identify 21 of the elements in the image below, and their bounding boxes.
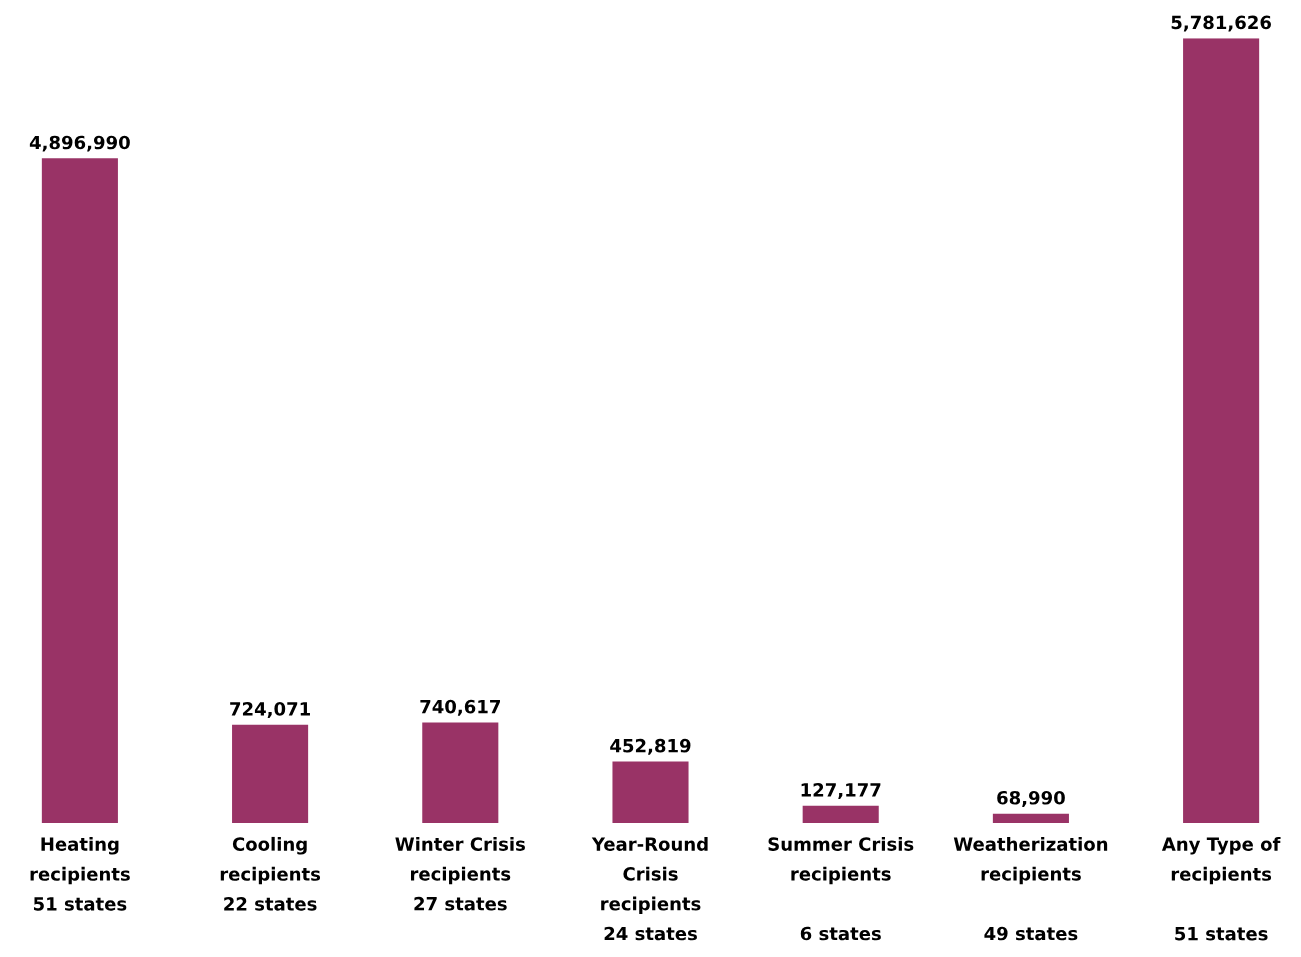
data-label: 4,896,990 [29,135,130,152]
x-tick-label: Year-Round Crisis recipients 24 states [591,836,708,941]
bar [612,761,689,824]
bar [422,722,499,824]
bar [802,805,879,824]
data-label: 724,071 [230,702,310,718]
category-label: Any Type of recipients 51 states [1161,836,1281,941]
bar [992,813,1069,824]
bar [232,724,309,824]
category-label: Weatherization recipients 49 states [953,836,1108,941]
x-tick-label: Heating recipients 51 states [30,836,130,911]
x-tick-label: Winter Crisis recipients 27 states [395,836,525,911]
data-label: 740,617 [420,699,500,716]
data-label: 5,781,626 [1171,15,1271,32]
x-tick-label: Cooling recipients 22 states [220,836,321,911]
bar [1183,38,1260,824]
category-label: Summer Crisis recipients 6 states [768,836,914,941]
bar [41,158,118,824]
data-label: 127,177 [801,783,881,800]
data-label: 452,819 [610,738,691,755]
data-label: 68,990 [997,790,1065,807]
